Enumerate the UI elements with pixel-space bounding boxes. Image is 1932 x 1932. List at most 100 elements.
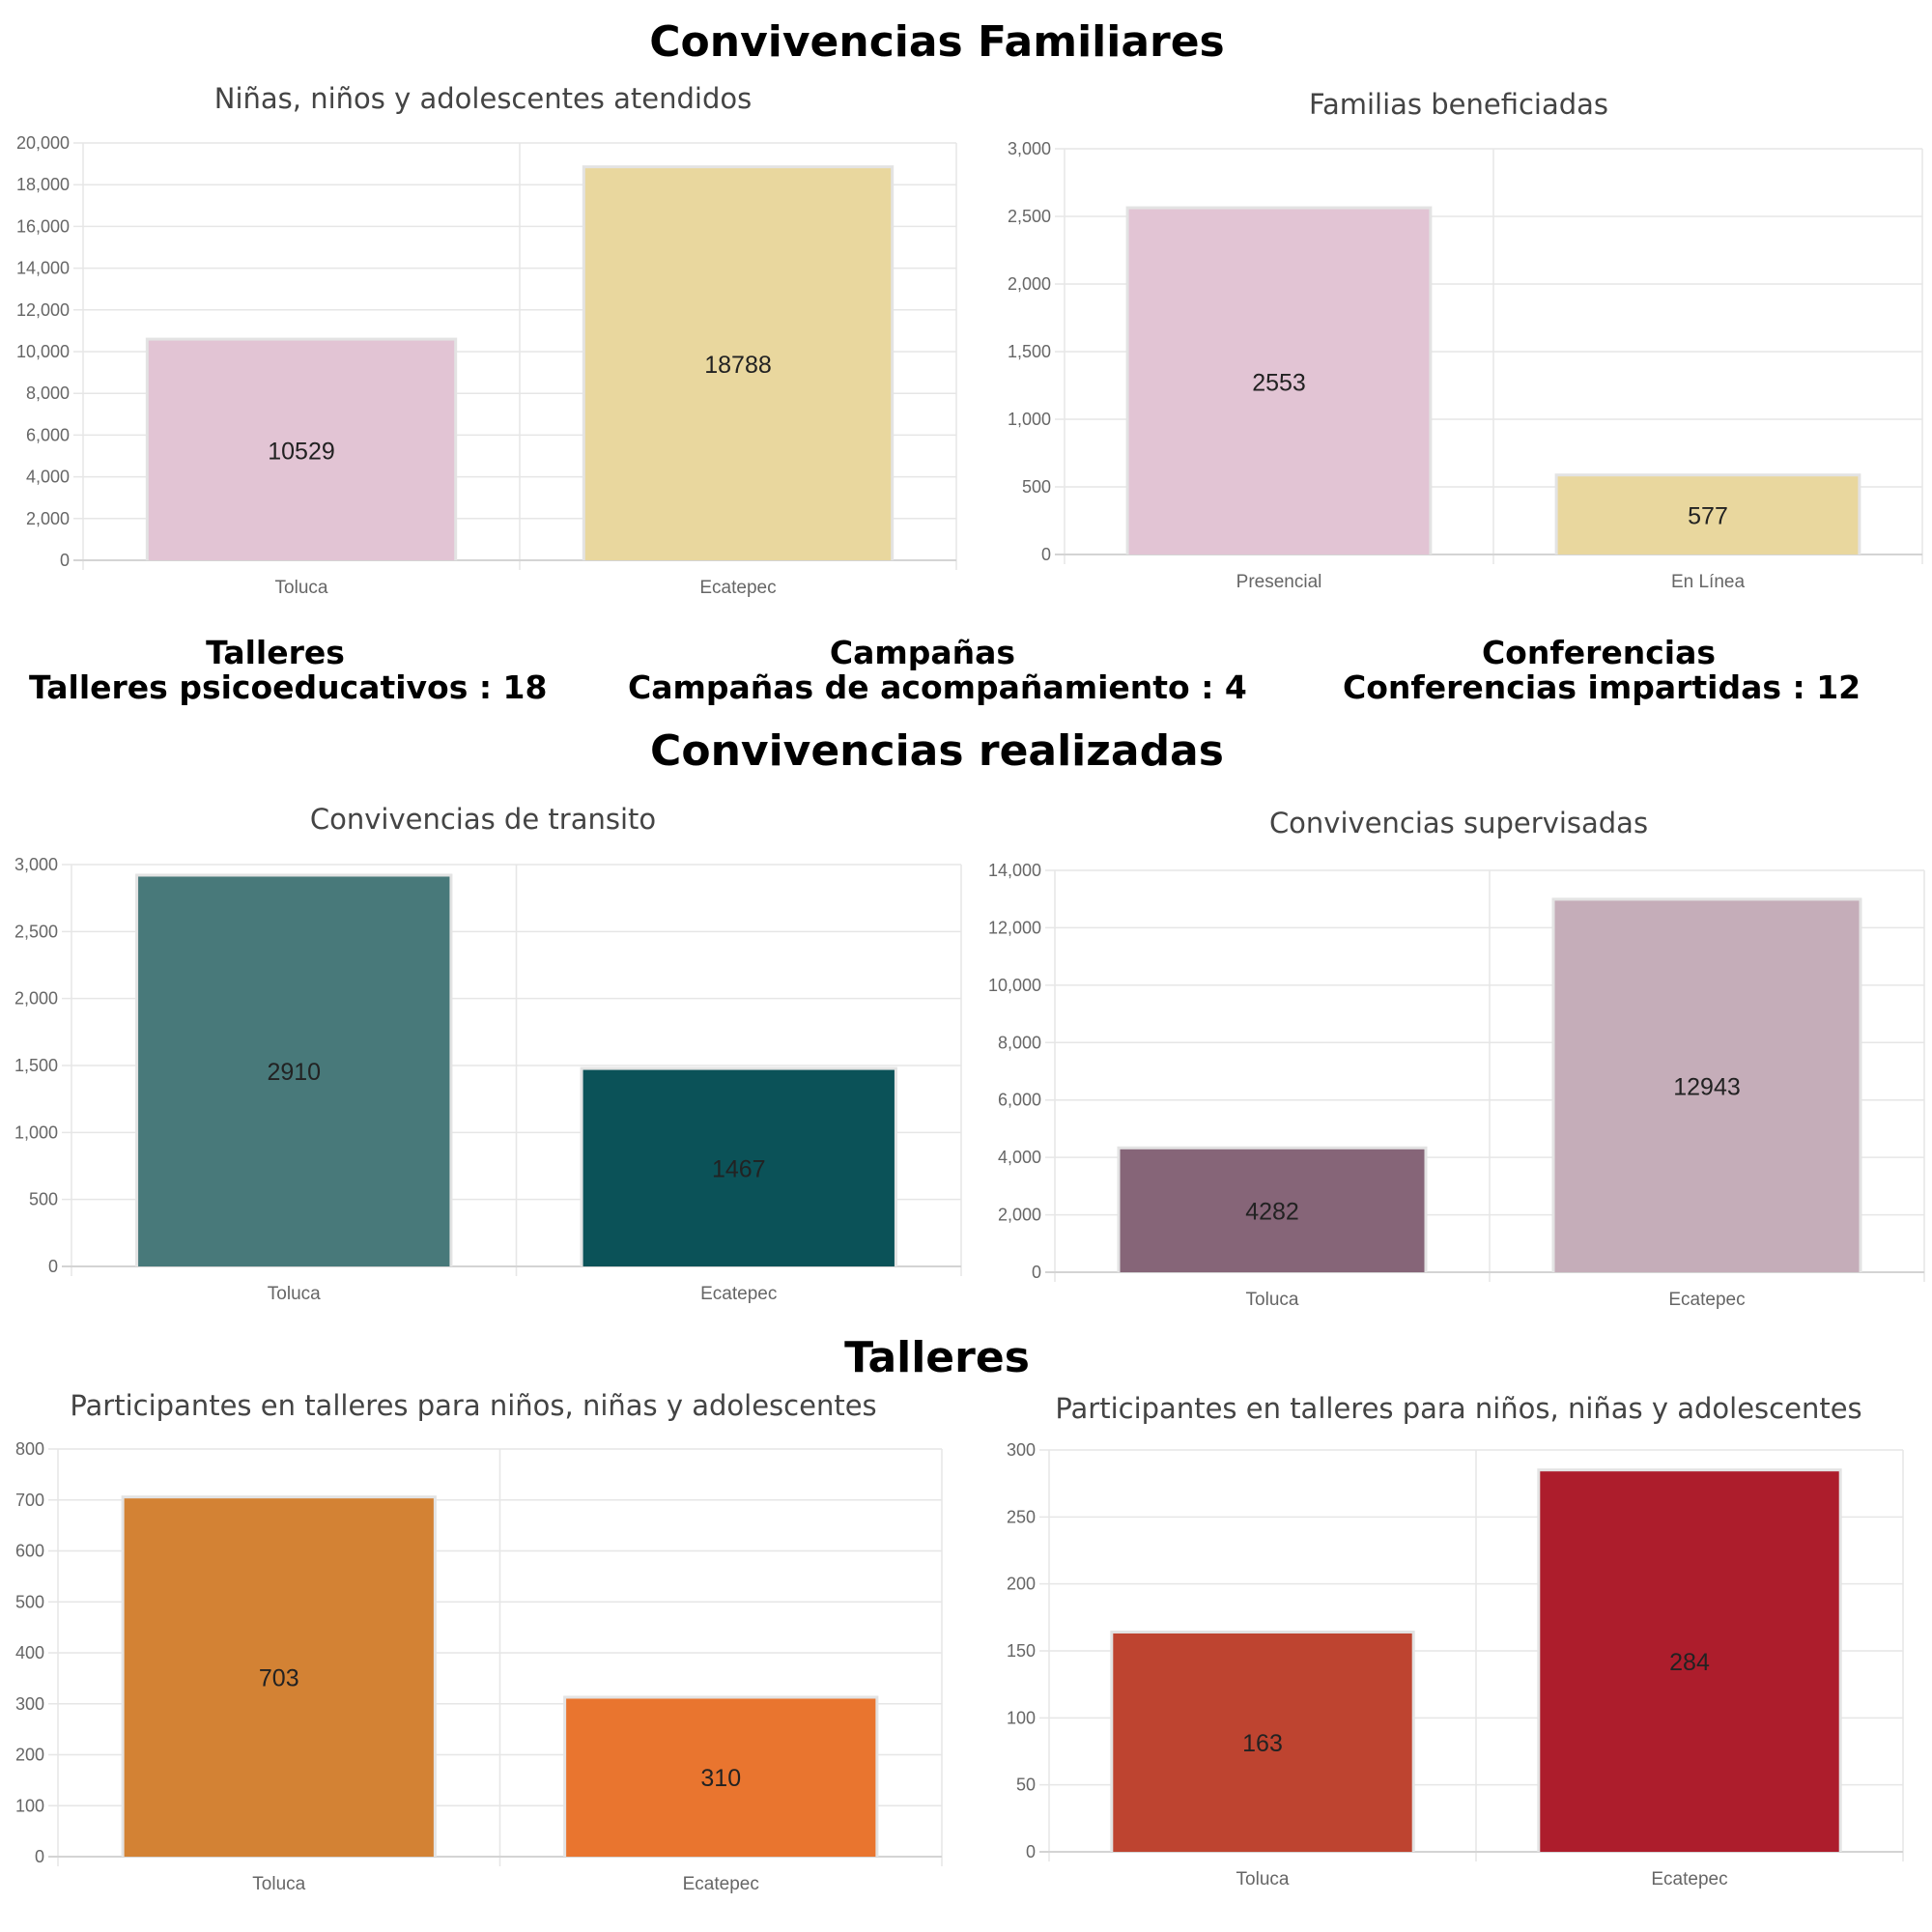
chart-svg: Participantes en talleres para niños, ni… [15, 1389, 943, 1894]
section-title-talleres: Talleres [844, 1333, 1030, 1382]
x-tick-label: Ecatepec [1668, 1290, 1745, 1310]
y-tick-label: 0 [1026, 1842, 1036, 1861]
y-tick-label: 2,000 [998, 1206, 1041, 1225]
y-tick-label: 10,000 [16, 342, 70, 361]
stat-talleres: Talleres Talleres psicoeducativos : 18 [29, 634, 548, 706]
y-tick-label: 4,000 [998, 1148, 1041, 1167]
y-tick-label: 200 [15, 1746, 44, 1765]
data-label: 12943 [1673, 1074, 1741, 1101]
y-tick-label: 2,500 [1008, 207, 1051, 226]
y-tick-label: 1,500 [1008, 342, 1051, 361]
bar-ecatepec[interactable] [566, 1698, 876, 1857]
x-tick-label: Toluca [1246, 1290, 1299, 1310]
y-tick-label: 250 [1007, 1507, 1036, 1526]
y-tick-label: 50 [1016, 1776, 1036, 1795]
y-tick-label: 800 [15, 1439, 44, 1459]
y-tick-label: 2,000 [14, 989, 58, 1009]
y-tick-label: 100 [1007, 1708, 1036, 1727]
bar-ecatepec[interactable] [1554, 900, 1860, 1272]
y-tick-label: 1,000 [14, 1122, 58, 1142]
y-tick-label: 500 [1022, 477, 1051, 497]
data-label: 2910 [267, 1059, 321, 1086]
data-label: 10529 [268, 438, 335, 465]
x-tick-label: Toluca [1236, 1869, 1290, 1889]
stat-campanas-title: Campañas [829, 634, 1016, 671]
bar-presencial[interactable] [1128, 209, 1430, 554]
x-tick-label: Ecatepec [683, 1874, 759, 1894]
x-tick-label: Toluca [268, 1284, 321, 1304]
x-tick-label: Ecatepec [700, 1284, 777, 1304]
chart-svg: Participantes en talleres para niños, ni… [1007, 1392, 1904, 1889]
y-tick-label: 14,000 [16, 259, 70, 278]
chart-svg: Convivencias supervisadas 0 2,000 4,000 6,00… [988, 807, 1925, 1310]
data-label: 577 [1688, 503, 1728, 530]
chart-title: Participantes en talleres para niños, ni… [70, 1389, 876, 1422]
y-tick-label: 10,000 [988, 976, 1041, 995]
chart-title: Convivencias supervisadas [1269, 807, 1648, 839]
data-label: 4282 [1245, 1198, 1299, 1225]
chart-svg: Familias beneficiadas 0 500 1,000 1,500 2,000… [1008, 88, 1923, 592]
data-label: 284 [1669, 1649, 1710, 1676]
bar-toluca[interactable] [124, 1498, 434, 1857]
chart-ninos-atendidos: Niñas, niños y adolescentes atendidos 0 2,… [0, 77, 966, 618]
stat-talleres-title: Talleres [206, 634, 345, 671]
y-tick-label: 100 [15, 1796, 44, 1815]
bar-ecatepec[interactable] [1540, 1471, 1839, 1852]
y-tick-label: 18,000 [16, 175, 70, 194]
y-tick-label: 150 [1007, 1641, 1036, 1661]
bar-toluca[interactable] [1120, 1149, 1425, 1272]
stat-conferencias-text: Conferencias impartidas : 12 [1343, 668, 1861, 706]
y-tick-label: 8,000 [26, 384, 70, 403]
y-tick-label: 200 [1007, 1575, 1036, 1594]
chart-title: Convivencias de transito [310, 803, 656, 836]
chart-convivencias-supervisadas: Convivencias supervisadas 0 2,000 4,000 6,00… [976, 792, 1932, 1333]
chart-convivencias-transito: Convivencias de transito 0 500 1,000 1,500 2,… [0, 792, 966, 1333]
y-tick-label: 0 [48, 1257, 58, 1276]
x-tick-label: En Línea [1671, 572, 1745, 592]
x-tick-label: Presencial [1236, 572, 1322, 592]
y-tick-label: 2,500 [14, 922, 58, 941]
stat-campanas-text: Campañas de acompañamiento : 4 [628, 668, 1247, 706]
y-tick-label: 3,000 [1008, 139, 1051, 158]
y-tick-label: 16,000 [16, 216, 70, 236]
chart-talleres-toluca-ecatepec-2: Participantes en talleres para niños, ni… [976, 1381, 1932, 1922]
y-tick-label: 20,000 [16, 133, 70, 153]
y-tick-label: 6,000 [26, 425, 70, 444]
bar-ecatepec[interactable] [582, 1069, 895, 1266]
bar-en-línea[interactable] [1557, 476, 1859, 554]
data-label: 310 [700, 1765, 741, 1792]
data-label: 703 [259, 1665, 299, 1692]
chart-svg: Niñas, niños y adolescentes atendidos 0 2,… [16, 82, 957, 598]
y-tick-label: 3,000 [14, 855, 58, 874]
data-label: 18788 [704, 352, 772, 379]
bar-toluca[interactable] [1113, 1633, 1412, 1852]
y-tick-label: 1,500 [14, 1056, 58, 1075]
y-tick-label: 2,000 [1008, 274, 1051, 294]
chart-talleres-toluca-ecatepec-1: Participantes en talleres para niños, ni… [0, 1381, 966, 1922]
bar-toluca[interactable] [148, 340, 455, 560]
y-tick-label: 0 [1032, 1263, 1041, 1282]
chart-title: Participantes en talleres para niños, ni… [1055, 1392, 1861, 1425]
y-tick-label: 14,000 [988, 861, 1041, 880]
chart-title: Niñas, niños y adolescentes atendidos [214, 82, 752, 115]
bar-ecatepec[interactable] [584, 168, 892, 560]
y-tick-label: 0 [1041, 545, 1051, 564]
x-tick-label: Toluca [275, 578, 328, 598]
section-title-familiares: Convivencias Familiares [649, 17, 1225, 67]
y-tick-label: 0 [60, 551, 70, 570]
section-title-realizadas: Convivencias realizadas [650, 726, 1224, 776]
data-label: 163 [1242, 1730, 1283, 1757]
y-tick-label: 2,000 [26, 509, 70, 528]
y-tick-label: 300 [1007, 1440, 1036, 1460]
bar-toluca[interactable] [138, 876, 450, 1266]
y-tick-label: 400 [15, 1643, 44, 1662]
chart-svg: Convivencias de transito 0 500 1,000 1,500 2,… [14, 803, 962, 1304]
data-label: 2553 [1252, 369, 1306, 396]
y-tick-label: 600 [15, 1542, 44, 1561]
y-tick-label: 500 [15, 1592, 44, 1611]
y-tick-label: 12,000 [988, 918, 1041, 937]
stat-talleres-text: Talleres psicoeducativos : 18 [29, 668, 548, 706]
chart-familias-beneficiadas: Familias beneficiadas 0 500 1,000 1,500 2,000… [976, 77, 1932, 618]
chart-title: Familias beneficiadas [1309, 88, 1608, 121]
y-tick-label: 0 [35, 1847, 44, 1866]
